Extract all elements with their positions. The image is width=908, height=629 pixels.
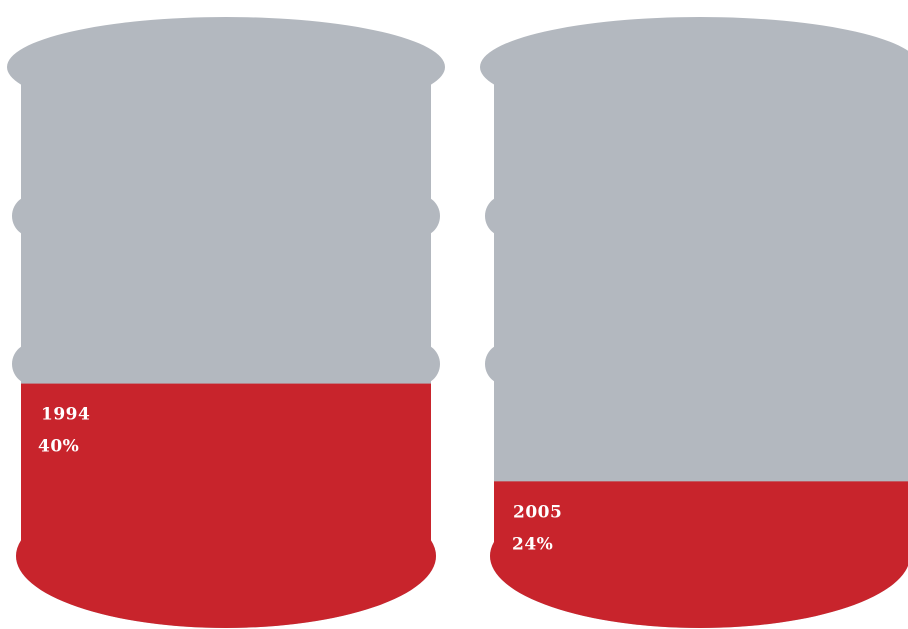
category-label-1994: 1994: [41, 405, 90, 425]
barrel-fill-1994: [7, 383, 445, 628]
value-label-1994: 40%: [38, 437, 79, 457]
barrel-fill-2005: [480, 481, 908, 628]
barrel-2005: [480, 17, 908, 628]
barrel-1994: [7, 17, 445, 628]
value-label-2005: 24%: [512, 534, 553, 554]
category-label-2005: 2005: [513, 502, 562, 522]
